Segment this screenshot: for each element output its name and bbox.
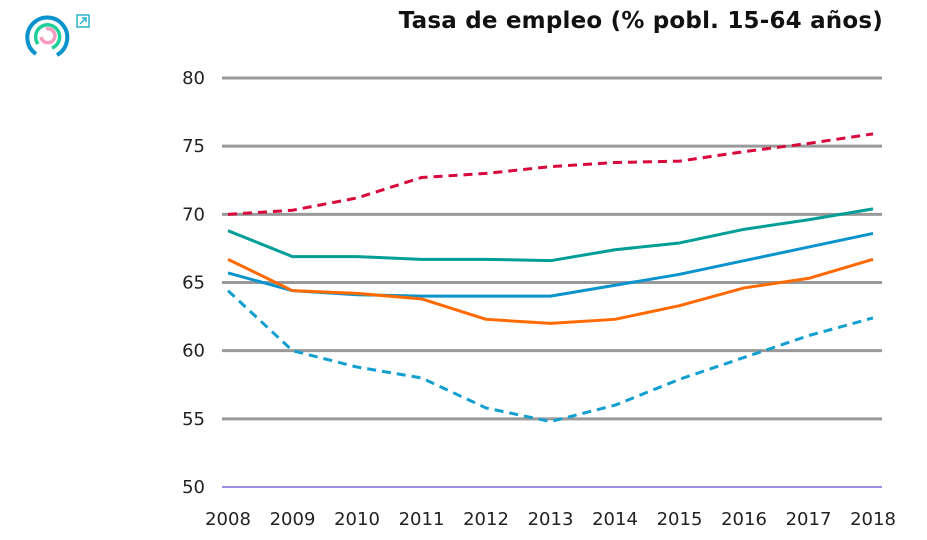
y-tick-label: 80 — [182, 68, 205, 89]
series-line-1 — [227, 207, 874, 263]
concentric-rings-logo-icon — [25, 15, 70, 57]
x-tick-label: 2017 — [786, 509, 832, 530]
x-tick-label: 2013 — [528, 509, 574, 530]
external-link-icon[interactable] — [76, 14, 90, 28]
x-tick-label: 2016 — [721, 509, 767, 530]
series-line-0 — [227, 132, 874, 216]
y-tick-label: 70 — [182, 204, 205, 225]
y-tick-label: 60 — [182, 341, 205, 362]
series-line-2 — [227, 231, 874, 298]
y-tick-label: 55 — [182, 409, 205, 430]
x-tick-label: 2008 — [205, 509, 251, 530]
chart-title: Tasa de empleo (% pobl. 15-64 años) — [398, 8, 883, 34]
x-tick-label: 2009 — [270, 509, 316, 530]
y-tick-label: 75 — [182, 136, 205, 157]
x-tick-label: 2011 — [399, 509, 445, 530]
series-line-3 — [227, 257, 874, 325]
x-tick-label: 2018 — [850, 509, 896, 530]
series-line-4 — [226, 289, 874, 424]
x-tick-label: 2014 — [592, 509, 638, 530]
y-tick-label: 50 — [182, 477, 205, 498]
x-tick-label: 2012 — [463, 509, 509, 530]
x-tick-label: 2015 — [657, 509, 703, 530]
y-tick-label: 65 — [182, 273, 205, 294]
x-tick-label: 2010 — [334, 509, 380, 530]
